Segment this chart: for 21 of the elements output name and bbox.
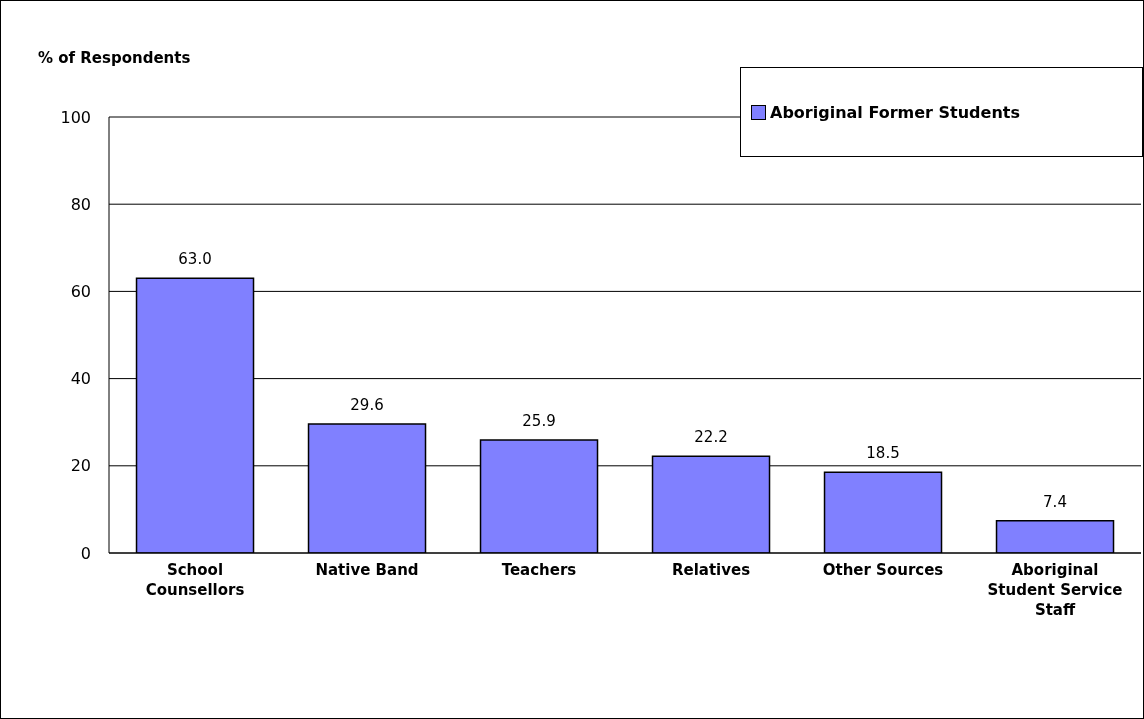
y-tick-label: 100: [60, 107, 91, 127]
data-label: 63.0: [178, 250, 212, 269]
data-label: 29.6: [350, 395, 384, 414]
x-tick-label: Aboriginal Student Service Staff: [987, 561, 1123, 619]
data-label: 18.5: [866, 444, 900, 463]
data-label: 22.2: [694, 428, 728, 447]
y-tick-label: 80: [70, 194, 91, 214]
legend-label: Aboriginal Former Students: [770, 102, 1020, 122]
y-tick-label: 20: [70, 456, 91, 476]
x-tick-label: Native Band: [315, 561, 419, 579]
y-tick-label: 40: [70, 369, 91, 389]
data-label: 25.9: [522, 412, 556, 431]
y-tick-label: 0: [80, 543, 91, 563]
x-tick-label: Teachers: [501, 561, 577, 579]
x-tick-label: Other Sources: [822, 561, 944, 579]
y-tick-label: 60: [70, 282, 91, 302]
legend: Aboriginal Former Students: [740, 67, 1143, 157]
data-label: 7.4: [1043, 492, 1067, 511]
x-tick-label: Relatives: [671, 561, 751, 579]
y-axis-title: % of Respondents: [38, 49, 191, 67]
x-tick-label: School Counsellors: [145, 561, 245, 599]
